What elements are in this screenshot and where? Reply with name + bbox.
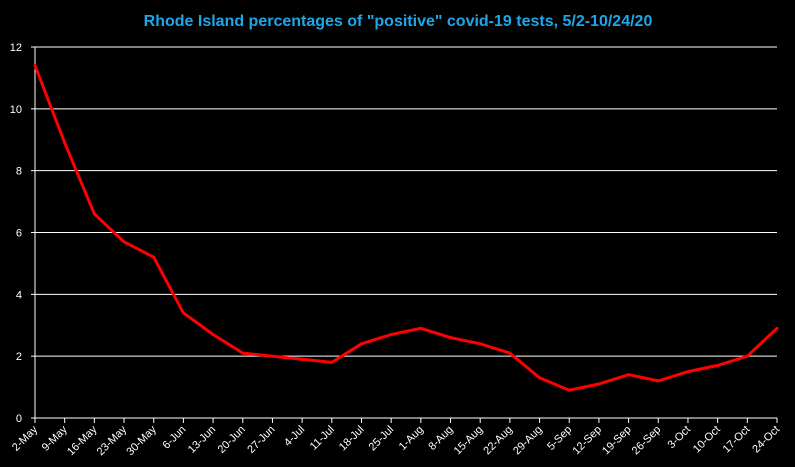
- x-tick-label: 1-Aug: [397, 424, 426, 453]
- data-point: [686, 370, 690, 374]
- data-point: [389, 333, 393, 337]
- series-layer: [33, 64, 779, 392]
- data-point: [122, 240, 126, 244]
- y-axis: 0 2 4 6 8 10 12: [10, 42, 36, 425]
- data-point: [330, 360, 334, 364]
- data-point: [745, 354, 749, 358]
- data-point: [478, 342, 482, 346]
- x-tick-label: 4-Jul: [282, 424, 307, 449]
- x-tick-label: 29-Aug: [511, 424, 545, 458]
- data-point: [181, 311, 185, 315]
- data-point: [775, 326, 779, 330]
- x-tick-label: 17-Oct: [721, 424, 753, 456]
- data-point: [211, 333, 215, 337]
- x-tick-label: 15-Aug: [452, 424, 486, 458]
- x-tick-label: 11-Jul: [308, 424, 337, 453]
- x-tick-label: 2-May: [10, 423, 40, 453]
- x-tick-label: 12-Sep: [570, 424, 604, 458]
- y-tick-label: 0: [16, 413, 22, 425]
- y-tick-label: 10: [10, 104, 22, 116]
- x-tick-label: 30-May: [124, 423, 159, 458]
- x-tick-label: 22-Aug: [481, 424, 515, 458]
- data-point: [567, 388, 571, 392]
- data-point: [152, 255, 156, 259]
- data-point: [33, 64, 37, 68]
- x-tick-label: 18-Jul: [337, 424, 367, 454]
- y-tick-label: 6: [16, 228, 22, 240]
- data-point: [656, 379, 660, 383]
- x-tick-label: 26-Sep: [630, 424, 664, 458]
- chart-title: Rhode Island percentages of "positive" c…: [144, 13, 653, 30]
- x-tick-label: 16-May: [65, 423, 100, 458]
- x-tick-label: 25-Jul: [367, 424, 397, 454]
- data-point: [63, 141, 67, 145]
- grid: [35, 46, 777, 419]
- data-point: [449, 336, 453, 340]
- y-tick-label: 12: [10, 42, 22, 54]
- data-point: [508, 351, 512, 355]
- x-tick-label: 24-Oct: [750, 424, 782, 456]
- x-tick-label: 27-Jun: [245, 424, 277, 456]
- y-tick-label: 2: [16, 351, 22, 363]
- x-tick-label: 10-Oct: [691, 424, 723, 456]
- x-tick-label: 6-Jun: [161, 424, 189, 452]
- x-tick-label: 23-May: [95, 423, 130, 458]
- data-point: [300, 357, 304, 361]
- data-point: [270, 354, 274, 358]
- data-point: [419, 326, 423, 330]
- data-point: [92, 212, 96, 216]
- data-point: [241, 351, 245, 355]
- data-point: [597, 382, 601, 386]
- y-tick-label: 4: [16, 289, 22, 301]
- data-point: [716, 363, 720, 367]
- data-point: [627, 373, 631, 377]
- x-tick-label: 19-Sep: [600, 424, 634, 458]
- data-point: [538, 376, 542, 380]
- x-tick-label: 3-Oct: [666, 424, 694, 452]
- series-line: [33, 64, 779, 392]
- y-tick-label: 8: [16, 166, 22, 178]
- data-point: [359, 342, 363, 346]
- x-tick-label: 13-Jun: [186, 424, 218, 456]
- x-tick-label: 20-Jun: [216, 424, 248, 456]
